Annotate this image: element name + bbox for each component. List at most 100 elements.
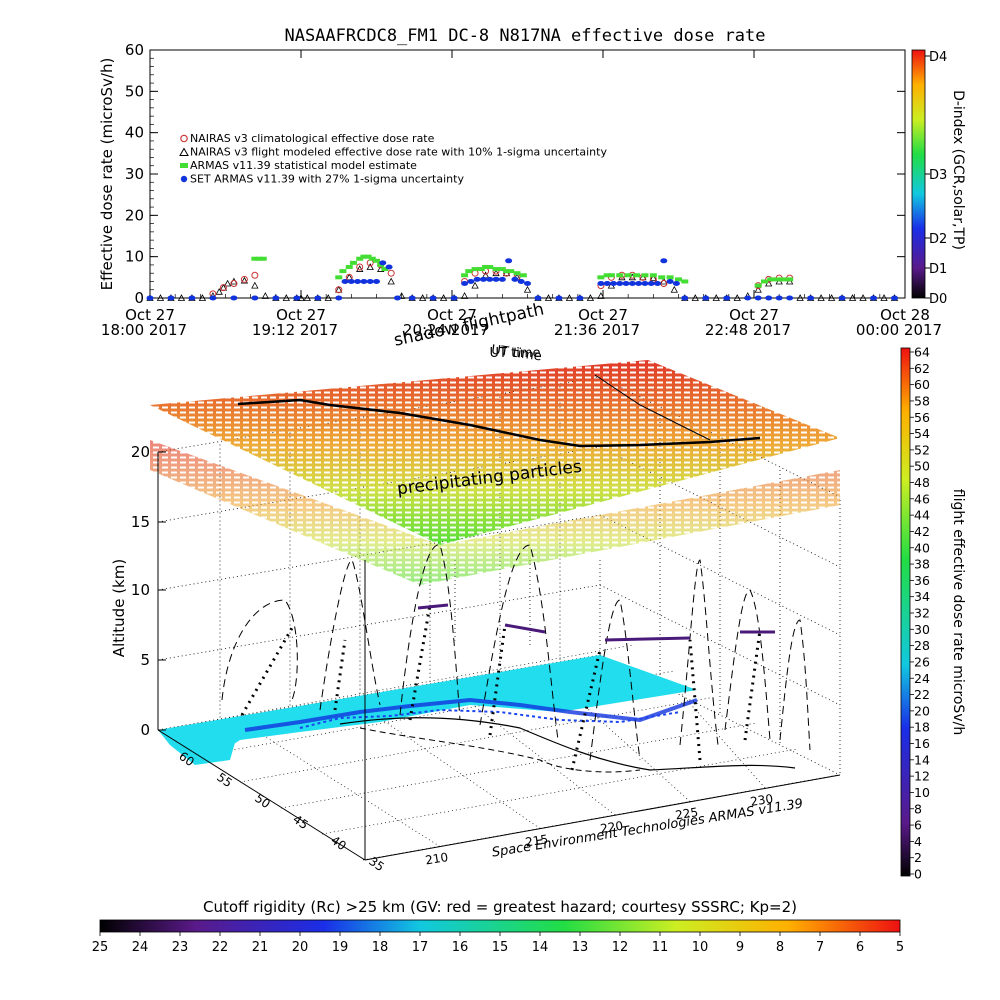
cutoff-rigidity-tick-label: 22 [212, 940, 229, 955]
altitude-tick-label: 15 [131, 513, 150, 531]
data-point [240, 276, 249, 284]
data-point [356, 263, 364, 271]
dose-colorbar-tick-label: 28 [914, 638, 930, 653]
top-x-tick-label-time: 22:48 2017 [705, 321, 791, 339]
data-point [616, 281, 624, 287]
data-point [517, 278, 525, 284]
top-x-tick-label-date: Oct 27 [729, 306, 779, 324]
data-point [681, 279, 689, 284]
cruise-segment-3 [604, 636, 691, 642]
data-point [146, 295, 154, 301]
data-point [498, 276, 506, 282]
altitude-axis-label: Altitude (km) [110, 559, 128, 657]
data-point [880, 294, 888, 301]
flight-profile-curve-6 [679, 559, 719, 746]
data-point [586, 294, 595, 301]
legend-label: SET ARMAS v11.39 with 27% 1-sigma uncert… [190, 173, 464, 186]
data-point [658, 275, 666, 280]
data-point [230, 295, 238, 301]
top-y-tick-label: 10 [125, 248, 144, 266]
data-point [511, 276, 519, 282]
data-point [387, 269, 395, 277]
data-point [366, 278, 374, 284]
dose-colorbar-tick-label: 38 [914, 557, 930, 572]
data-point [368, 256, 376, 261]
dose-colorbar-tick-label: 26 [914, 654, 930, 669]
particle-plane [150, 360, 840, 545]
data-point [544, 294, 553, 301]
top-x-tick-label-time: 18:00 2017 [101, 321, 187, 339]
dose-colorbar-tick-label: 12 [914, 769, 930, 784]
data-point [633, 273, 641, 278]
data-point [223, 279, 232, 287]
cutoff-rigidity-tick-label: 10 [692, 940, 709, 955]
data-point [666, 275, 674, 280]
data-point [461, 281, 469, 287]
data-point [838, 295, 846, 301]
top-y-tick-label: 50 [125, 82, 144, 100]
data-point [565, 294, 574, 301]
data-point [848, 294, 857, 301]
chart-title: NASAAFRCDC8_FM1 DC-8 N817NA effective do… [284, 26, 765, 46]
data-point [786, 277, 794, 282]
grid-line [157, 584, 601, 661]
data-point [702, 295, 710, 301]
data-point [641, 273, 649, 278]
data-point [255, 256, 263, 261]
top-plane-flightpath-outline [594, 374, 711, 441]
data-point [364, 254, 372, 259]
cutoff-rigidity-colorbar: Cutoff rigidity (Rc) >25 km (GV: red = g… [92, 898, 904, 955]
dose-colorbar-tick-label: 64 [914, 345, 930, 360]
data-point [524, 281, 531, 287]
data-point [261, 292, 270, 299]
altitude-tick-label: 10 [131, 581, 150, 599]
top-series-group [146, 254, 899, 301]
data-point [765, 295, 773, 301]
data-point [817, 294, 825, 301]
legend-marker [180, 134, 188, 143]
cutoff-rigidity-tick-label: 8 [776, 940, 784, 955]
dose-colorbar-tick-label: 0 [914, 867, 922, 882]
data-point [505, 258, 513, 264]
shadow-flightpath-line [339, 717, 796, 771]
data-point [450, 295, 458, 301]
data-point [167, 295, 175, 301]
data-point [418, 294, 427, 301]
latitude-tick-label: 40 [328, 833, 349, 853]
data-point [198, 294, 207, 301]
dose-colorbar-tick-label: 24 [914, 671, 930, 686]
data-point [460, 292, 469, 299]
top-y-axis: 0 10 20 30 40 50 60 [125, 41, 905, 307]
longitude-tick-label: 215 [524, 832, 549, 849]
altitude-tick-label: 5 [140, 651, 150, 669]
d-index-tick-label: D3 [929, 168, 947, 183]
data-point [660, 280, 668, 288]
floor-grid-line [232, 716, 441, 847]
grid-line [599, 584, 841, 706]
dose-points-7 [743, 629, 762, 741]
data-point [408, 295, 416, 301]
dose-colorbar-tick-label: 6 [914, 818, 922, 833]
data-point [324, 294, 332, 301]
data-point [870, 295, 878, 301]
data-point [209, 295, 217, 301]
longitude-tick-label: 210 [424, 850, 449, 867]
dose-colorbar-gradient [900, 347, 911, 877]
top-x-axis-label: UT time [490, 346, 541, 361]
data-point [649, 273, 657, 278]
attribution-label: Space Environment Technologies ARMAS v11… [491, 797, 804, 861]
data-point [597, 292, 605, 299]
data-point [523, 285, 532, 293]
flight-profile-curve-4 [479, 544, 559, 741]
cutoff-rigidity-ticks: 25 24 23 22 21 20 19 18 17 16 15 14 13 12 11 10 9 8 7 6 5 [92, 932, 904, 955]
data-point [473, 276, 481, 282]
floor-grid-line [280, 722, 757, 809]
flight-dose-points [240, 604, 762, 771]
cruise-segment-2 [504, 623, 546, 634]
data-point [293, 295, 301, 301]
data-point [465, 269, 473, 274]
cutoff-rigidity-tick-label: 19 [332, 940, 349, 955]
